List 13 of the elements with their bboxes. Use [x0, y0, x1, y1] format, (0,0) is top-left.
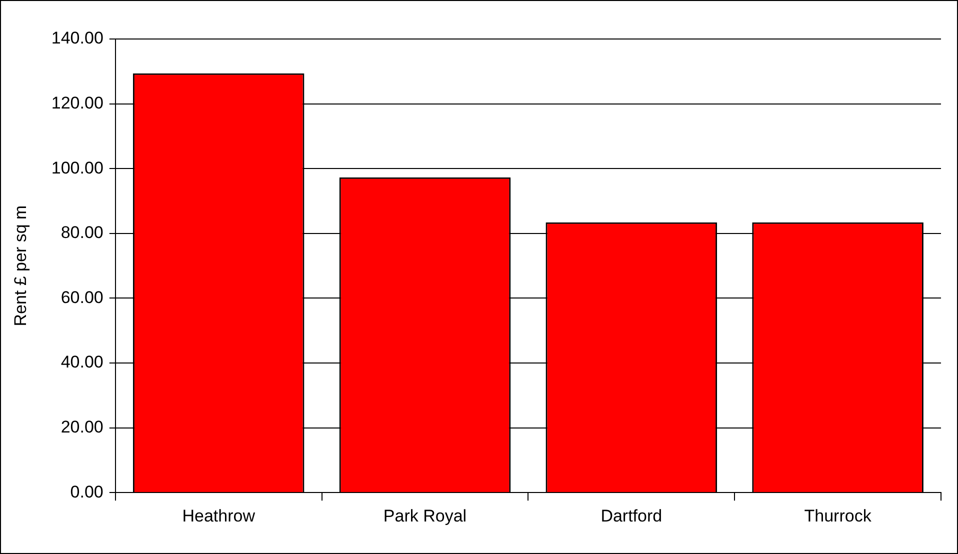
y-tick-label: 100.00 — [51, 158, 104, 178]
y-tick-label: 140.00 — [51, 28, 104, 48]
x-tick-label: Dartford — [600, 506, 662, 526]
y-tick-label: 40.00 — [60, 352, 104, 372]
x-tick-label: Heathrow — [182, 506, 256, 526]
y-axis-title: Rent £ per sq m — [10, 205, 30, 326]
y-tick-label: 0.00 — [70, 482, 104, 502]
y-tick-label: 20.00 — [60, 417, 104, 436]
y-tick-label: 120.00 — [51, 93, 104, 112]
y-tick-label: 80.00 — [60, 223, 104, 242]
y-tick-label: 60.00 — [60, 288, 104, 307]
x-tick-label: Thurrock — [804, 506, 872, 526]
x-tick-label: Park Royal — [383, 506, 467, 526]
